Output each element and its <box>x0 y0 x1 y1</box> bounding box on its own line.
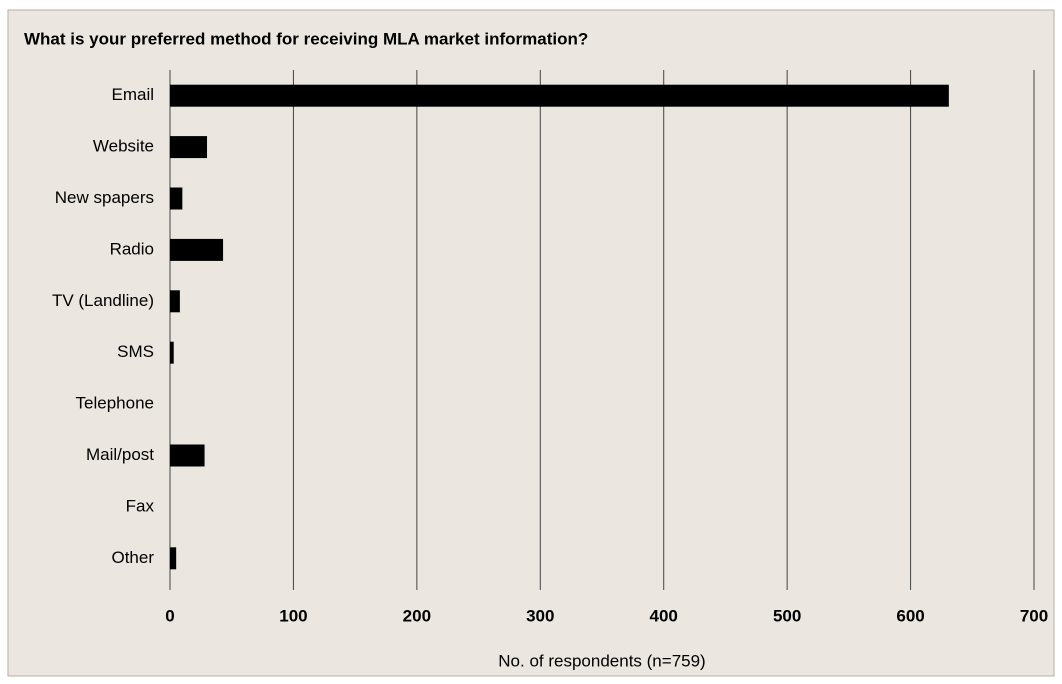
y-tick-label: New spapers <box>55 188 154 207</box>
x-tick-label: 200 <box>403 606 431 625</box>
y-tick-label: Website <box>93 137 154 156</box>
x-tick-label: 0 <box>165 606 174 625</box>
bar <box>170 187 183 210</box>
x-tick-label: 700 <box>1020 606 1048 625</box>
y-tick-label: Telephone <box>76 394 154 413</box>
bar <box>170 547 177 570</box>
x-tick-label: 600 <box>896 606 924 625</box>
y-tick-label: Email <box>111 85 154 104</box>
chart-title: What is your preferred method for receiv… <box>24 29 588 48</box>
bar <box>170 84 949 107</box>
y-tick-label: Fax <box>126 496 155 515</box>
chart-background <box>7 9 1055 677</box>
x-tick-label: 400 <box>650 606 678 625</box>
x-axis-label: No. of respondents (n=759) <box>498 651 705 670</box>
x-tick-label: 300 <box>526 606 554 625</box>
x-tick-label: 500 <box>773 606 801 625</box>
bar <box>170 136 208 159</box>
bar <box>170 290 180 313</box>
bar <box>170 238 224 261</box>
y-tick-label: Radio <box>110 239 154 258</box>
x-tick-label: 100 <box>279 606 307 625</box>
y-tick-label: SMS <box>117 342 154 361</box>
y-tick-label: Mail/post <box>86 445 154 464</box>
bar <box>170 444 205 467</box>
bar <box>170 341 174 364</box>
y-tick-label: TV (Landline) <box>52 291 154 310</box>
y-tick-label: Other <box>111 548 154 567</box>
